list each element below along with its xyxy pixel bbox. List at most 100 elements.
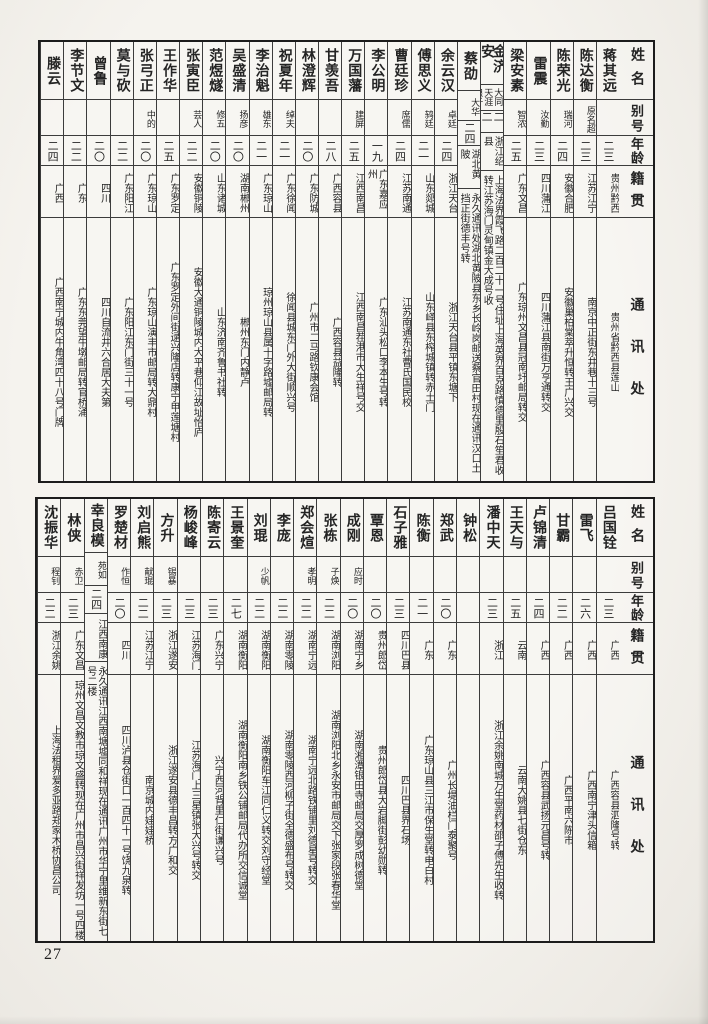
person-name-text: 蔡劭 [461, 50, 477, 81]
person-alias-cell [410, 557, 433, 593]
person-alias-cell [433, 557, 457, 593]
person-column: 林侠 赤卫 二三 广东文昌 琼州文昌文教市琼文盛转现在广州市昌兴街祥发坊一号四楼 [60, 499, 84, 941]
person-age-cell: 二三 [200, 593, 224, 623]
person-address-text: 兴宁西河背里仁街谦兴号 [212, 755, 224, 865]
person-age-text: 二〇 [369, 596, 382, 619]
person-alias-cell: 修五 [203, 100, 226, 136]
person-age-cell: 二五 [504, 136, 527, 166]
person-address-cell: 上海法租界爱多亚路郑家木桥协昌公司 [38, 675, 60, 941]
person-origin-text: 广东阳江 [121, 173, 133, 213]
header-column: 姓名 别号 年龄 籍贯 通讯处 [619, 499, 653, 941]
person-name-text: 沈振华 [42, 505, 58, 550]
person-address-text: 广东东莞望牛墩邮局转官桥涌 [75, 286, 87, 417]
person-name-text: 卢锦清 [531, 505, 547, 550]
person-age-text: 二四 [555, 139, 568, 162]
person-name-text: 刘启熊 [135, 505, 151, 550]
person-alias-text: 原名超 [585, 105, 596, 133]
person-origin-cell: 江西南昌 [342, 166, 365, 218]
person-origin-text: 浙江余姚 [49, 630, 61, 670]
person-name-text: 梁安素 [508, 48, 524, 93]
person-origin-text: 广东文昌 [515, 173, 527, 213]
person-name-text: 莫与砍 [114, 48, 130, 93]
person-name-cell: 陈达衡 [573, 42, 596, 100]
person-name-text: 张栋 [321, 512, 337, 543]
person-age-text: 二五 [509, 139, 522, 162]
person-name-cell: 余云汉 [434, 42, 457, 100]
person-origin-cell: 浙江绍县 [481, 133, 504, 172]
person-age-text: 二三 [182, 596, 195, 619]
person-age-cell: 一九 [365, 136, 388, 166]
person-address-cell: 湖南衡阳南乡铁公铺邮局代办所交信诚堂 [224, 675, 247, 941]
person-age-cell: 二三 [527, 136, 550, 166]
person-age-cell: 二二 [481, 111, 504, 134]
person-alias-cell [365, 100, 388, 136]
person-column: 金济安大同天涯浪子二二浙江绍县上海法界霞飞路二百二十一号住址上海英界百克路慎德里… [480, 42, 504, 481]
person-address-text: 广西南宁津头信箱 [584, 770, 596, 850]
person-origin-cell: 安徽铜陵 [180, 166, 203, 218]
person-address-text: 浙江遂安县德丰昌转方广和交 [165, 745, 177, 875]
person-alias-cell [295, 100, 318, 136]
person-address-text: 永久通讯江西南塘墟同和祥现在通讯广州市华宁里维新东街七号二楼 [84, 665, 107, 936]
person-column: 卢锦清 二四 广西 广西容县武扬元昌号转 [525, 499, 550, 941]
person-address-cell: 江苏南通东社曹氏国民校 [388, 218, 411, 481]
person-column: 覃恩 二〇 贵州郎岱 贵州郎岱县大岩脚街彭幼勋转 [362, 499, 387, 941]
person-column: 杨峻峰 二三 江苏海门 江苏海门上三星镇张大兴号转交 [176, 499, 200, 941]
person-name-cell: 滕云 [41, 42, 64, 100]
person-age-text: 二四 [532, 596, 545, 619]
person-address-cell: 浙江遂安县德丰昌转方广和交 [154, 675, 177, 941]
person-age-cell: 二四 [388, 136, 411, 166]
person-alias-cell: 作恒 [107, 557, 131, 593]
person-alias-cell: 绰夫 [272, 100, 295, 136]
person-column: 梁安素 智浓 二五 广东文昌 广东琼州文昌县冠南圩邮局转交 [503, 42, 527, 481]
person-address-text: 广东罗定外间街逯兴隆店转康宁甲莲塘村 [168, 261, 180, 442]
person-name-cell: 卢锦清 [526, 499, 550, 557]
person-name-cell: 祝夏年 [272, 42, 295, 100]
person-alias-cell [156, 100, 180, 136]
header-cell-alias: 别号 [619, 100, 653, 136]
person-alias-cell: 中的 [133, 100, 156, 136]
person-origin-text: 广东 [421, 640, 433, 660]
person-name-text: 成刚 [344, 512, 360, 543]
person-age-text: 二三 [392, 596, 405, 619]
header-cell-name: 姓名 [619, 499, 653, 557]
person-name-cell: 李公明 [365, 42, 388, 100]
person-address-cell: 广东琼山演丰市邮局转大鼎村 [134, 218, 156, 481]
person-origin-cell: 广东文昌 [504, 166, 527, 218]
person-address-text: 徐闻县城东门外大街顺兴号 [283, 291, 295, 412]
person-name-cell: 张弓正 [133, 42, 156, 100]
person-address-text: 广州长堤油栏门泰聚号 [445, 760, 457, 860]
person-origin-text: 广东琼山 [144, 173, 156, 213]
person-alias-text: 少帆 [259, 567, 270, 585]
person-address-cell: 南京城内娃娃桥 [131, 675, 153, 941]
person-alias-text: 修五 [215, 110, 226, 128]
person-origin-cell: 江西南康 [84, 614, 107, 662]
person-origin-text: 江西南昌 [353, 173, 365, 213]
person-address-cell: 永久通讯处湖北黄陂县东乡长岭岗邮送蔡官田村现在通讯汉口土挡正街德丰号转 [458, 189, 480, 481]
person-address-text: 湖南宁远北路铁铺里刘德星号转交 [305, 735, 317, 885]
person-name-text: 雷震 [531, 55, 547, 86]
person-column: 陈衡 二一 广东 广东琼山县三江市保生堂转电白村 [409, 499, 433, 941]
person-address-text: 四川蒲江县南街万亨通转交 [538, 291, 550, 412]
person-age-text: 二四 [393, 139, 406, 162]
person-alias-text: 芸人 [192, 110, 203, 128]
person-age-text: 二三 [601, 596, 614, 619]
person-origin-cell: 广东兴宁 [200, 623, 224, 675]
person-age-cell: 二二 [270, 593, 294, 623]
person-origin-cell: 安徽合肥 [550, 166, 573, 218]
person-origin-text: 广东防城 [306, 173, 318, 213]
person-name-cell: 曹廷珍 [388, 42, 411, 100]
person-name-cell: 甘霸 [550, 499, 573, 557]
person-address-text: 江西南昌茬港市大生祥号交 [353, 291, 365, 412]
person-origin-text: 浙江 [491, 640, 503, 660]
person-origin-cell: 广东琼山 [249, 166, 272, 218]
person-name-text: 甘羡吾 [323, 48, 339, 93]
person-age-cell: 二四 [41, 136, 64, 166]
person-origin-text: 江苏海门 [188, 630, 200, 670]
person-origin-text: 广西 [608, 640, 619, 660]
person-alias-cell [177, 557, 200, 593]
person-alias-text: 汝勤 [539, 110, 550, 128]
person-column: 蔡劭 大华 二四 湖北黄陂 永久通讯处湖北黄陂县东乡长岭岗邮送蔡官田村现在通讯汉口土挡正… [456, 42, 481, 481]
person-origin-text: 广东徐闻 [283, 173, 295, 213]
person-age-text: 二三 [532, 139, 545, 162]
person-name-cell: 曾鲁 [87, 42, 110, 100]
